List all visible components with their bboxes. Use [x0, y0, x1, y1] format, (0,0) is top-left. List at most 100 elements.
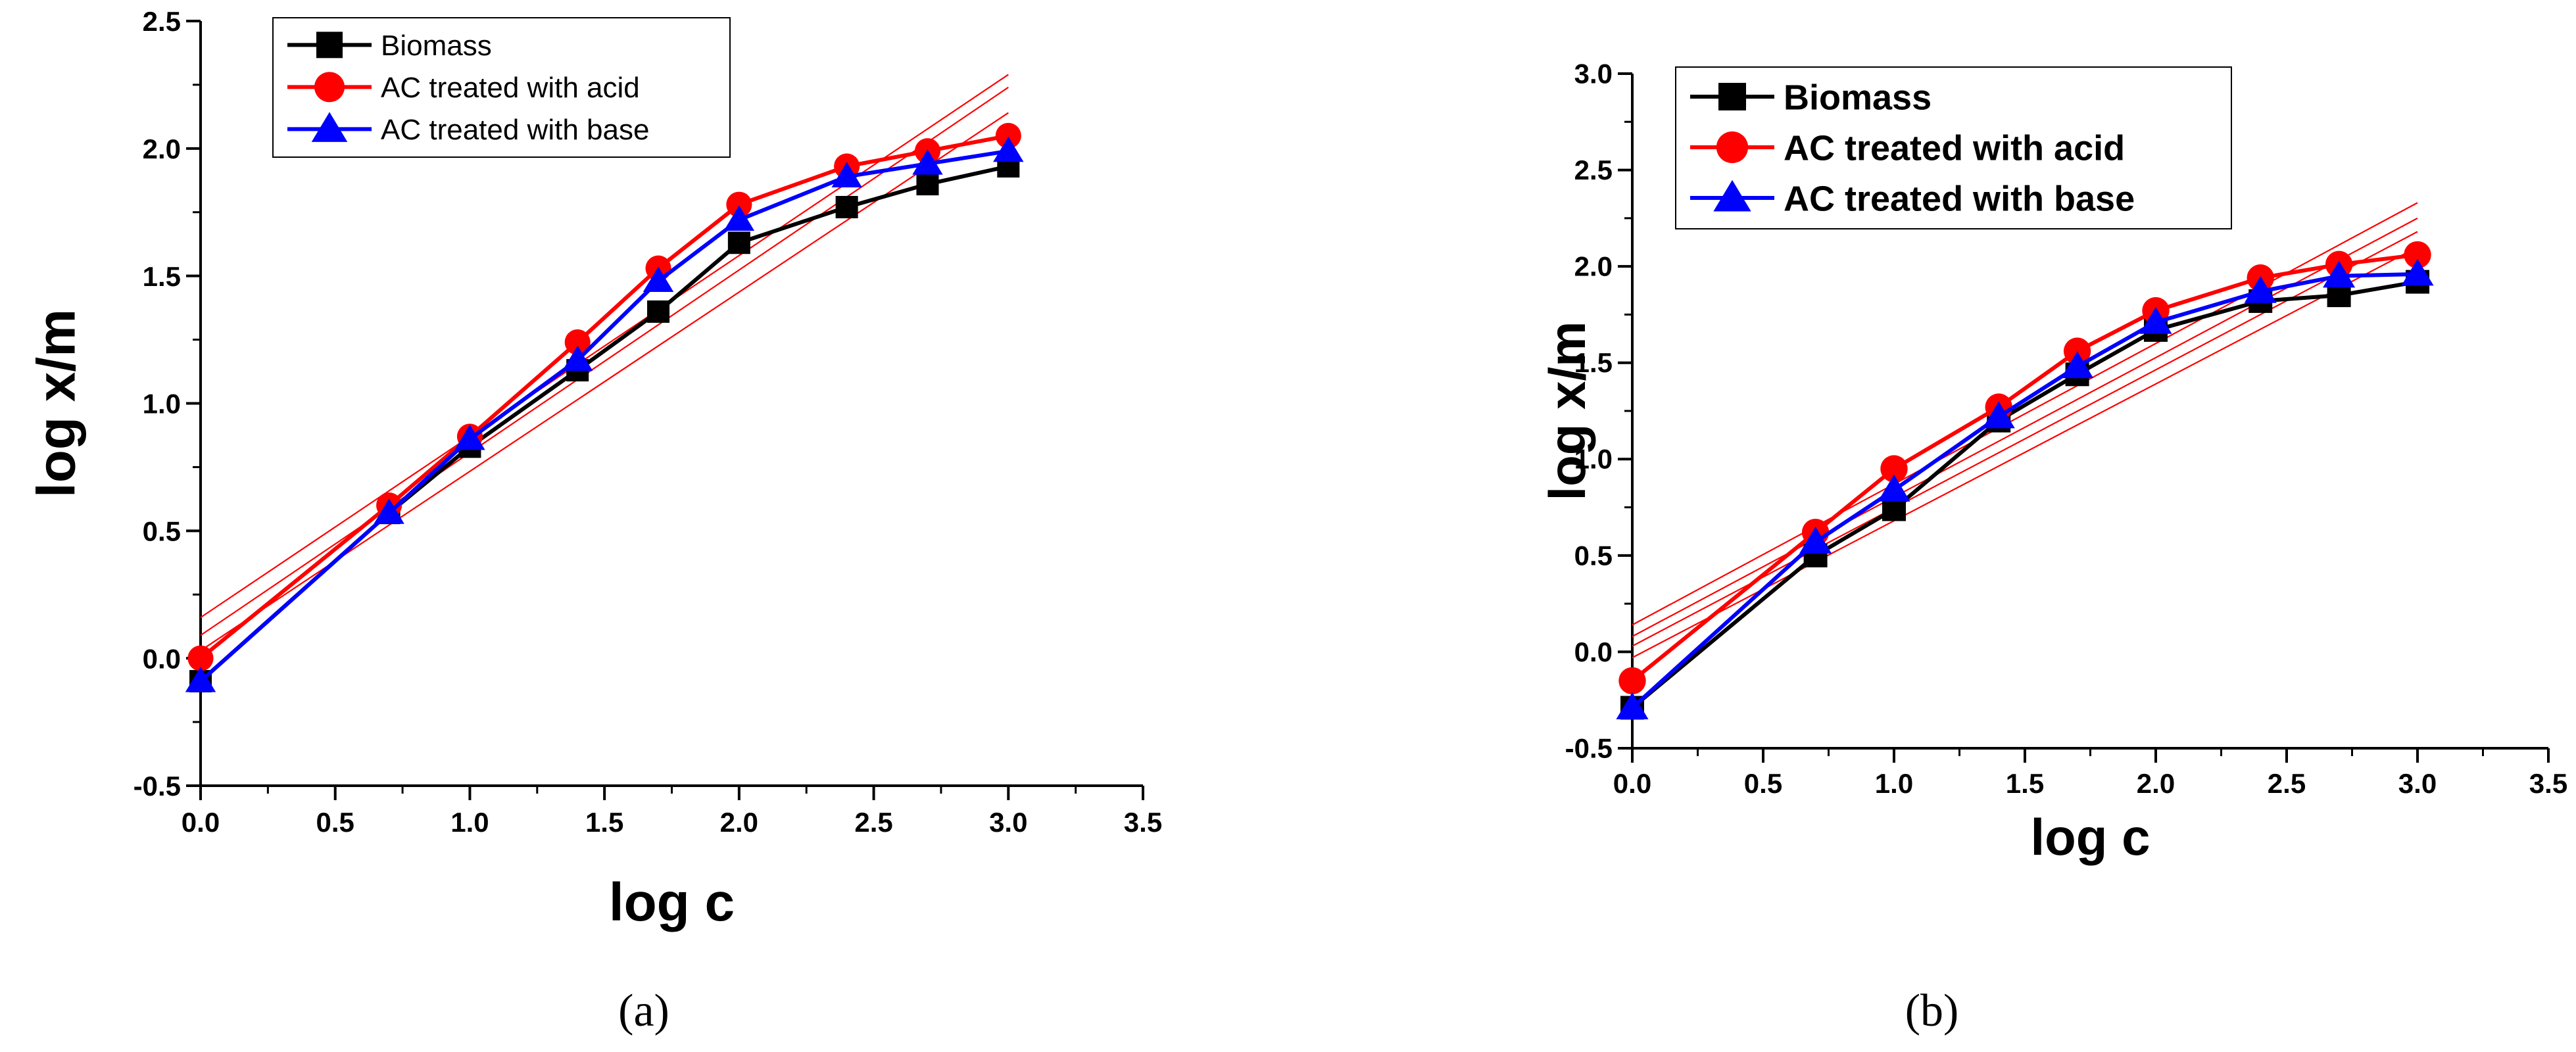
x-tick-label: 0.0 [182, 807, 220, 838]
data-point [1878, 474, 1910, 502]
y-tick-label: -0.5 [134, 771, 181, 801]
y-tick-label: -0.5 [1565, 732, 1613, 763]
data-point [1880, 455, 1908, 483]
x-tick-label: 1.5 [2006, 768, 2044, 799]
legend-marker [311, 112, 348, 142]
x-tick-label: 2.5 [2268, 768, 2306, 799]
x-axis-label: log c [609, 873, 735, 932]
x-tick-label: 3.0 [2398, 768, 2437, 799]
series-line [1630, 272, 2418, 709]
legend-marker [1718, 83, 1746, 110]
series-line [1631, 252, 2418, 682]
x-tick-label: 2.0 [2137, 768, 2175, 799]
legend-item: AC treated with base [1690, 179, 2135, 218]
data-point [2139, 306, 2172, 334]
series-ac-treated-with-base [185, 136, 1024, 692]
fit-lines [200, 74, 1009, 652]
data-point [187, 645, 214, 671]
data-point [2061, 351, 2094, 379]
legend-marker [1716, 131, 1749, 164]
data-point [2401, 258, 2434, 286]
x-tick-label: 3.5 [2529, 768, 2567, 799]
legend: Biomass AC treated with acid AC treated wi… [1675, 66, 2232, 229]
axes: 0.0 0.5 1.0 1.5 2.0 2.5 3.0 3.5-0.50.00.51.01.5… [1565, 58, 2568, 799]
y-axis-label: log x/m [26, 309, 86, 498]
chart-a: 0.0 0.5 1.0 1.5 2.0 2.5 3.0 3.5-0.50.00.51.01.5… [26, 6, 1163, 1036]
legend-marker [316, 32, 343, 59]
series-line [199, 164, 1009, 683]
data-point [727, 231, 750, 254]
data-point [374, 498, 404, 524]
x-tick-label: 3.0 [989, 807, 1027, 838]
y-tick-label: 1.5 [1574, 347, 1613, 378]
data-point [647, 300, 670, 323]
legend-label: AC treated with base [381, 114, 649, 146]
x-tick-label: 3.5 [1124, 807, 1162, 838]
series-ac-treated-with-acid [1618, 241, 2431, 695]
legend-label: AC treated with acid [1784, 128, 2125, 168]
series-ac-treated-with-base [1616, 258, 2434, 719]
fit-line [200, 112, 1009, 652]
data-point [995, 122, 1021, 149]
data-point [2063, 337, 2091, 365]
data-point [2404, 241, 2431, 269]
legend-item: AC treated with acid [1690, 128, 2125, 168]
data-point [912, 149, 943, 175]
fit-line [1632, 246, 2418, 659]
x-tick-label: 2.5 [854, 807, 892, 838]
data-point [726, 191, 752, 218]
fit-line [1632, 217, 2418, 637]
axes: 0.0 0.5 1.0 1.5 2.0 2.5 3.0 3.5-0.50.00.51.01.5… [134, 6, 1163, 838]
y-tick-label: 1.0 [1574, 444, 1613, 475]
y-tick-label: 1.0 [143, 389, 181, 419]
x-tick-label: 0.5 [316, 807, 354, 838]
x-tick-label: 1.0 [450, 807, 489, 838]
y-tick-label: 2.5 [143, 6, 181, 37]
data-point [562, 345, 593, 371]
data-point [1616, 692, 1649, 719]
y-tick-label: 0.0 [1574, 636, 1613, 667]
legend: Biomass AC treated with acid AC treated wi… [272, 17, 731, 158]
data-point [831, 162, 862, 188]
data-point [2323, 260, 2356, 288]
legend-item: AC treated with base [287, 112, 649, 146]
legend-marker [1713, 179, 1751, 212]
legend-item: Biomass [287, 30, 492, 62]
series-biomass [189, 155, 1020, 693]
legend-label: Biomass [1784, 78, 1932, 117]
series-ac-treated-with-acid [187, 122, 1021, 671]
x-axis-label: log c [2030, 808, 2150, 866]
panel-label: (b) [1905, 986, 1959, 1036]
series-biomass [1620, 270, 2429, 720]
x-tick-label: 0.5 [1744, 768, 1782, 799]
data-point [185, 666, 216, 692]
x-tick-label: 1.5 [585, 807, 623, 838]
legend-label: Biomass [381, 30, 492, 62]
data-point [2244, 275, 2277, 303]
x-tick-label: 1.0 [1875, 768, 1913, 799]
y-tick-label: 2.0 [143, 133, 181, 164]
panel-a: 0.0 0.5 1.0 1.5 2.0 2.5 3.0 3.5 -0.5 0.0 0.5 1.0 1.5… [26, 6, 1163, 1036]
data-point [1982, 401, 2015, 429]
y-tick-label: 0.5 [1574, 540, 1613, 571]
panel-label: (a) [618, 986, 669, 1036]
data-point [564, 329, 591, 356]
legend-label: AC treated with base [1784, 179, 2135, 218]
data-point [993, 136, 1024, 162]
fit-line [200, 74, 1009, 619]
fit-line [200, 86, 1009, 636]
y-tick-label: 2.0 [1574, 251, 1613, 282]
data-point [723, 205, 755, 231]
legend-item: Biomass [1690, 78, 1932, 117]
y-tick-label: 2.5 [1574, 155, 1613, 185]
series-line [199, 149, 1009, 683]
legend-item: AC treated with acid [287, 72, 640, 104]
y-tick-label: 0.0 [143, 643, 181, 674]
panel-b: 0.0 0.5 1.0 1.5 2.0 2.5 3.0 3.5 -0.5 0.0 0.5 1.0 1.5… [1288, 0, 2576, 1052]
y-tick-label: 3.0 [1574, 58, 1613, 89]
y-axis-label: log x/m [1538, 321, 1596, 500]
data-point [916, 173, 939, 196]
x-tick-label: 2.0 [720, 807, 758, 838]
x-tick-label: 0.0 [1613, 768, 1651, 799]
